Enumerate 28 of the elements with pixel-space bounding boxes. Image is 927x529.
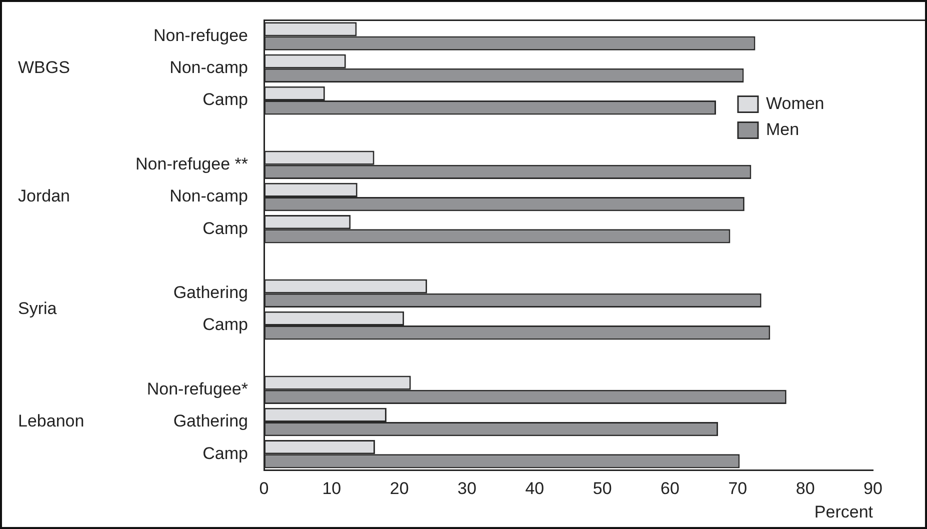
text: Syria [18, 299, 58, 318]
x-axis-title: Percent [814, 502, 874, 522]
y-tick-label: Non-refugee* [146, 380, 248, 399]
x-tick-label: 90 [864, 479, 882, 498]
x-tick-label: 80 [796, 479, 815, 498]
y-tick-label: Camp [202, 218, 248, 238]
text: Lebanon [18, 412, 84, 431]
x-tick-label: 50 [592, 479, 612, 498]
x-tick-label: 70 [728, 479, 748, 498]
legend-label: Men [766, 120, 800, 139]
y-tick-label: Camp [202, 90, 248, 110]
y-tick-label: Non-refugee ** [136, 154, 248, 174]
y-tick-label: Non-refugee [153, 26, 248, 45]
y-tick-label: Camp [202, 444, 248, 463]
y-tick-label: Camp [202, 315, 248, 334]
legend-label: Women [766, 94, 824, 113]
text: WBGS [18, 58, 70, 78]
x-tick-label: 60 [660, 479, 680, 498]
y-tick-label: Non-camp [170, 58, 248, 78]
text: Jordan [18, 186, 70, 206]
x-tick-label: 30 [458, 479, 476, 498]
x-tick-label: 40 [525, 479, 544, 498]
y-tick-label: Gathering [173, 412, 248, 431]
y-tick-label: Gathering [173, 283, 248, 302]
x-tick-label: 10 [322, 479, 342, 498]
x-tick-label: 0 [259, 479, 269, 498]
y-tick-label: Non-camp [170, 186, 248, 206]
x-tick-label: 20 [390, 479, 409, 498]
